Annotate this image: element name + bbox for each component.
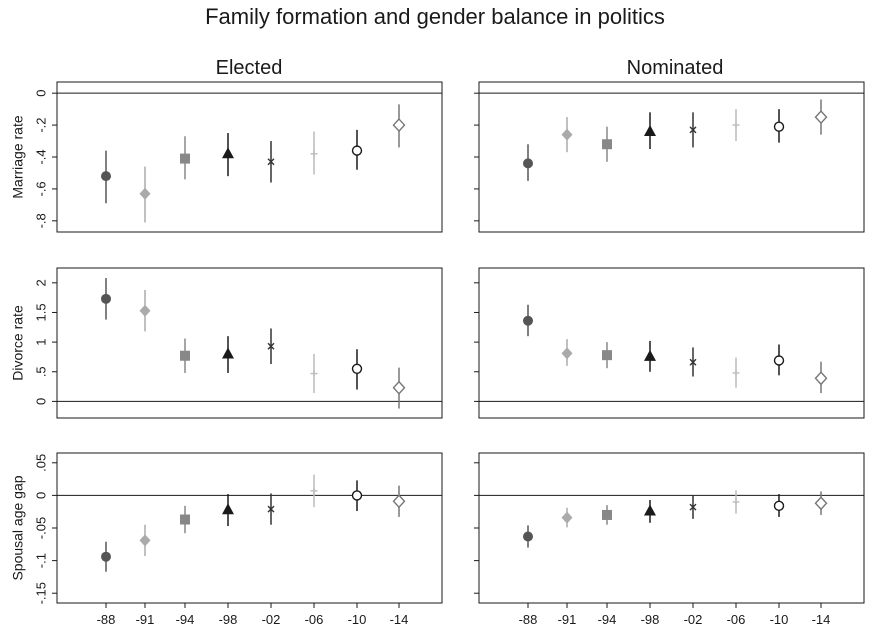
point-02 bbox=[689, 126, 697, 134]
point-06 bbox=[310, 150, 318, 158]
plot-frame bbox=[56, 81, 443, 233]
point-06 bbox=[310, 487, 318, 495]
x-tick-label: -88 bbox=[97, 612, 116, 627]
point-06 bbox=[732, 369, 740, 377]
y-tick-label: 0 bbox=[33, 90, 48, 97]
x-tick-label: -02 bbox=[262, 612, 281, 627]
point-88 bbox=[101, 293, 111, 304]
figure-title: Family formation and gender balance in p… bbox=[205, 4, 665, 29]
point-88 bbox=[101, 171, 111, 182]
plot-frame bbox=[478, 81, 865, 233]
y-tick-label: 0 bbox=[33, 492, 48, 499]
point-94 bbox=[180, 514, 190, 525]
y-tick-label: -.15 bbox=[33, 582, 48, 604]
point-06 bbox=[732, 121, 740, 129]
panel-divorce-rate-nominated bbox=[474, 267, 865, 419]
y-tick-label: .05 bbox=[33, 454, 48, 472]
point-94 bbox=[602, 509, 612, 520]
point-98 bbox=[644, 504, 656, 516]
x-tick-label: -10 bbox=[348, 612, 367, 627]
x-tick-label: -98 bbox=[641, 612, 660, 627]
x-tick-label: -14 bbox=[812, 612, 831, 627]
point-91 bbox=[561, 511, 573, 524]
y-tick-label: 2 bbox=[33, 279, 48, 286]
x-tick-label: -06 bbox=[727, 612, 746, 627]
y-tick-label: 1 bbox=[33, 338, 48, 345]
point-98 bbox=[644, 124, 656, 136]
point-14 bbox=[814, 496, 828, 511]
y-tick-label: -.8 bbox=[33, 213, 48, 228]
x-tick-label: -94 bbox=[598, 612, 617, 627]
point-88 bbox=[523, 315, 533, 326]
point-02 bbox=[267, 505, 275, 513]
point-98 bbox=[222, 147, 234, 159]
plot-frame bbox=[478, 452, 865, 604]
point-94 bbox=[180, 350, 190, 361]
point-06 bbox=[310, 370, 318, 378]
y-tick-label: 0 bbox=[33, 398, 48, 405]
y-axis-label: Divorce rate bbox=[10, 305, 26, 381]
point-10 bbox=[351, 490, 363, 501]
y-tick-label: -.05 bbox=[33, 517, 48, 539]
x-tick-label: -91 bbox=[136, 612, 155, 627]
point-91 bbox=[561, 128, 573, 141]
panel-marriage-rate-nominated bbox=[474, 81, 865, 233]
x-tick-label: -02 bbox=[684, 612, 703, 627]
point-02 bbox=[267, 158, 275, 166]
panel-spousal-age-gap-nominated: -88 -91 -94 -98 -02 -06 -10 -14 bbox=[474, 452, 865, 627]
point-88 bbox=[101, 551, 111, 562]
y-tick-label: .5 bbox=[33, 366, 48, 377]
point-14 bbox=[392, 380, 406, 395]
point-10 bbox=[351, 363, 363, 374]
point-10 bbox=[773, 355, 785, 366]
panel-grid: 0 -.2 -.4 -.6 -.8 Marriage rate 0 .5 1 1.5 2 Divorc… bbox=[10, 81, 865, 627]
x-tick-label: -06 bbox=[305, 612, 324, 627]
y-tick-label: -.2 bbox=[33, 117, 48, 132]
plot-frame bbox=[56, 452, 443, 604]
point-98 bbox=[222, 503, 234, 515]
y-tick-label: 1.5 bbox=[33, 303, 48, 321]
x-tick-label: -10 bbox=[770, 612, 789, 627]
point-02 bbox=[689, 503, 697, 511]
y-tick-label: -.6 bbox=[33, 181, 48, 196]
point-10 bbox=[773, 500, 785, 512]
point-88 bbox=[523, 531, 533, 542]
column-title-elected: Elected bbox=[216, 57, 283, 79]
column-title-nominated: Nominated bbox=[627, 57, 724, 79]
point-94 bbox=[180, 153, 190, 164]
y-tick-label: -.1 bbox=[33, 553, 48, 568]
point-91 bbox=[139, 534, 151, 547]
point-91 bbox=[561, 347, 573, 360]
panel-divorce-rate-elected: 0 .5 1 1.5 2 Divorce rate bbox=[10, 267, 443, 419]
point-98 bbox=[222, 347, 234, 359]
plot-frame bbox=[56, 267, 443, 419]
point-98 bbox=[644, 349, 656, 361]
point-02 bbox=[267, 342, 275, 350]
point-10 bbox=[351, 145, 363, 156]
x-tick-label: -94 bbox=[176, 612, 195, 627]
x-tick-label: -14 bbox=[390, 612, 409, 627]
point-14 bbox=[814, 371, 828, 386]
x-tick-label: -91 bbox=[558, 612, 577, 627]
plot-frame bbox=[478, 267, 865, 419]
point-91 bbox=[139, 187, 151, 200]
point-14 bbox=[814, 110, 828, 125]
x-tick-label: -98 bbox=[219, 612, 238, 627]
point-91 bbox=[139, 304, 151, 317]
x-tick-label: -88 bbox=[519, 612, 538, 627]
point-14 bbox=[392, 118, 406, 133]
y-axis-label: Marriage rate bbox=[10, 115, 26, 198]
point-06 bbox=[732, 498, 740, 506]
point-10 bbox=[773, 121, 785, 132]
point-02 bbox=[689, 358, 697, 366]
panel-marriage-rate-elected: 0 -.2 -.4 -.6 -.8 Marriage rate bbox=[10, 81, 443, 233]
point-14 bbox=[392, 494, 406, 509]
y-tick-label: -.4 bbox=[33, 149, 48, 164]
point-94 bbox=[602, 139, 612, 150]
panel-spousal-age-gap-elected: .05 0 -.05 -.1 -.15 Spousal age gap -88 -91 -94 -… bbox=[10, 452, 443, 627]
point-88 bbox=[523, 158, 533, 169]
y-axis-label: Spousal age gap bbox=[10, 475, 26, 580]
point-94 bbox=[602, 350, 612, 361]
